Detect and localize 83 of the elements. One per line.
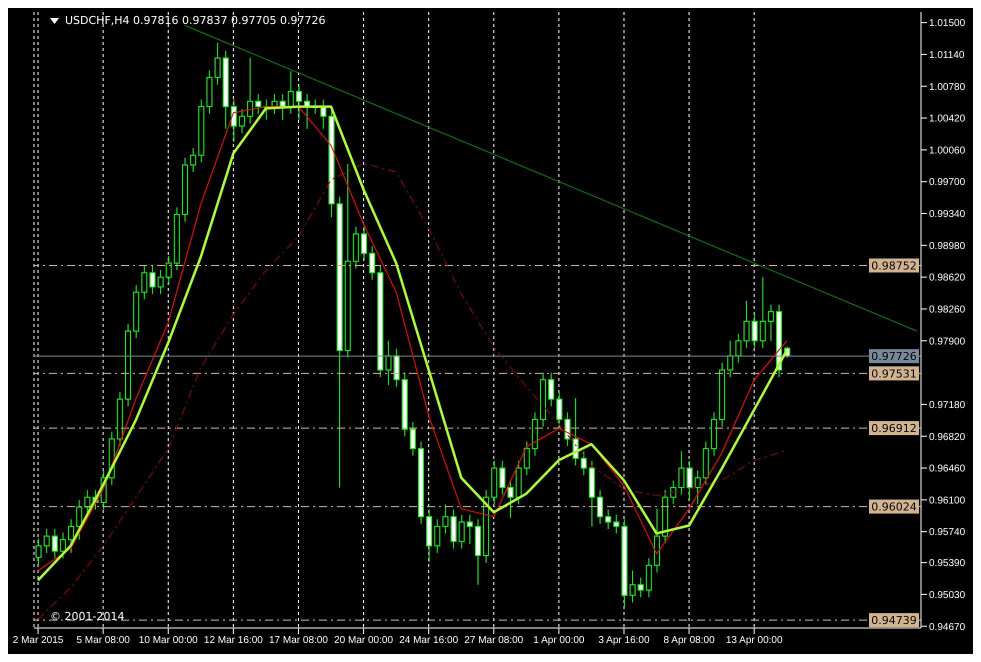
x-tick-label: 1 Apr 00:00 (533, 635, 585, 646)
y-tick-label: 1.01500 (929, 18, 966, 30)
candlestick (68, 518, 74, 554)
x-tick-label: 3 Apr 16:00 (598, 635, 650, 646)
candlestick (596, 490, 603, 524)
candlestick (580, 450, 587, 476)
y-tick-label: 0.99700 (929, 177, 966, 188)
x-tick-label: 8 Apr 08:00 (664, 635, 716, 646)
y-tick-label: 0.99340 (929, 209, 966, 220)
candlestick (394, 348, 400, 388)
x-tick-label: 12 Mar 16:00 (204, 635, 264, 646)
y-tick-label: 1.00060 (929, 145, 966, 156)
candlestick (735, 333, 742, 364)
ref-line-label: 0.96024 (871, 500, 917, 514)
candlestick (36, 538, 42, 565)
candlestick (670, 480, 676, 505)
y-tick-label: 0.94670 (929, 622, 966, 633)
candlestick (84, 490, 90, 514)
y-tick-label: 1.00780 (929, 82, 966, 93)
candlestick (141, 265, 148, 300)
candlestick (288, 70, 294, 114)
ref-line-label: 0.94739 (871, 614, 917, 628)
candlestick (678, 450, 684, 496)
candlestick (564, 412, 570, 446)
x-tick-label: 13 Apr 00:00 (726, 635, 783, 646)
x-tick-label: 27 Mar 08:00 (464, 635, 524, 646)
candlestick (694, 470, 701, 505)
y-tick-label: 0.97900 (929, 336, 966, 348)
candlestick (434, 518, 440, 554)
candlestick (369, 246, 376, 280)
x-tick-label: 20 Mar 00:00 (334, 635, 394, 646)
x-tick-label: 17 Mar 08:00 (269, 635, 328, 646)
candlestick (76, 499, 82, 540)
candlestick (548, 372, 554, 407)
candlestick (613, 514, 620, 534)
y-tick-label: 0.96460 (929, 464, 966, 475)
ref-line-label: 0.96912 (871, 422, 917, 436)
candlestick (60, 532, 66, 559)
y-tick-label: 0.96820 (929, 432, 966, 443)
ref-line-label: 0.98752 (871, 259, 917, 272)
candlestick (410, 422, 416, 456)
candlestick (499, 460, 506, 496)
candlestick (743, 300, 750, 348)
chart-title: USDCHF,H4 0.97816 0.97837 0.97705 0.97726 (65, 14, 326, 27)
y-tick-label: 0.98260 (929, 304, 966, 316)
y-tick-label: 0.95390 (929, 558, 966, 570)
ref-line-label: 0.97726 (871, 350, 917, 364)
y-tick-label: 0.95740 (929, 527, 966, 538)
candlestick (442, 504, 448, 534)
candlestick (238, 108, 245, 134)
x-tick-label: 5 Mar 08:00 (76, 635, 130, 646)
y-tick-label: 0.97180 (929, 400, 966, 411)
candlestick (507, 480, 514, 518)
ref-line-label: 0.97531 (871, 367, 917, 380)
y-tick-label: 0.95030 (929, 590, 966, 601)
candlestick (158, 270, 164, 294)
y-tick-label: 0.98980 (929, 240, 966, 252)
x-tick-label: 2 Mar 2015 (12, 635, 64, 646)
candlestick (44, 528, 50, 554)
y-tick-label: 1.01140 (929, 50, 965, 61)
candlestick (466, 514, 473, 545)
x-tick-label: 24 Mar 16:00 (399, 635, 459, 646)
annotation: © 2001-2014 (50, 610, 124, 623)
x-tick-label: 10 Mar 00:00 (138, 635, 198, 646)
candlestick (630, 570, 636, 603)
candlestick (255, 94, 262, 114)
candlestick (768, 304, 774, 342)
candlestick (638, 577, 644, 598)
y-tick-label: 0.96100 (929, 495, 966, 506)
candlestick (605, 509, 612, 530)
candlestick (524, 441, 530, 476)
y-tick-label: 1.00420 (929, 114, 966, 125)
candlestick (214, 42, 221, 85)
candlestick (458, 514, 465, 549)
candlestick (190, 148, 196, 172)
candlestick (166, 255, 172, 285)
y-tick-label: 0.98620 (929, 272, 966, 284)
candlestick (385, 340, 392, 386)
candlestick (247, 57, 254, 124)
candlestick (727, 340, 734, 378)
candlestick (52, 528, 58, 559)
candlestick (149, 265, 156, 294)
candlestick (760, 276, 766, 348)
